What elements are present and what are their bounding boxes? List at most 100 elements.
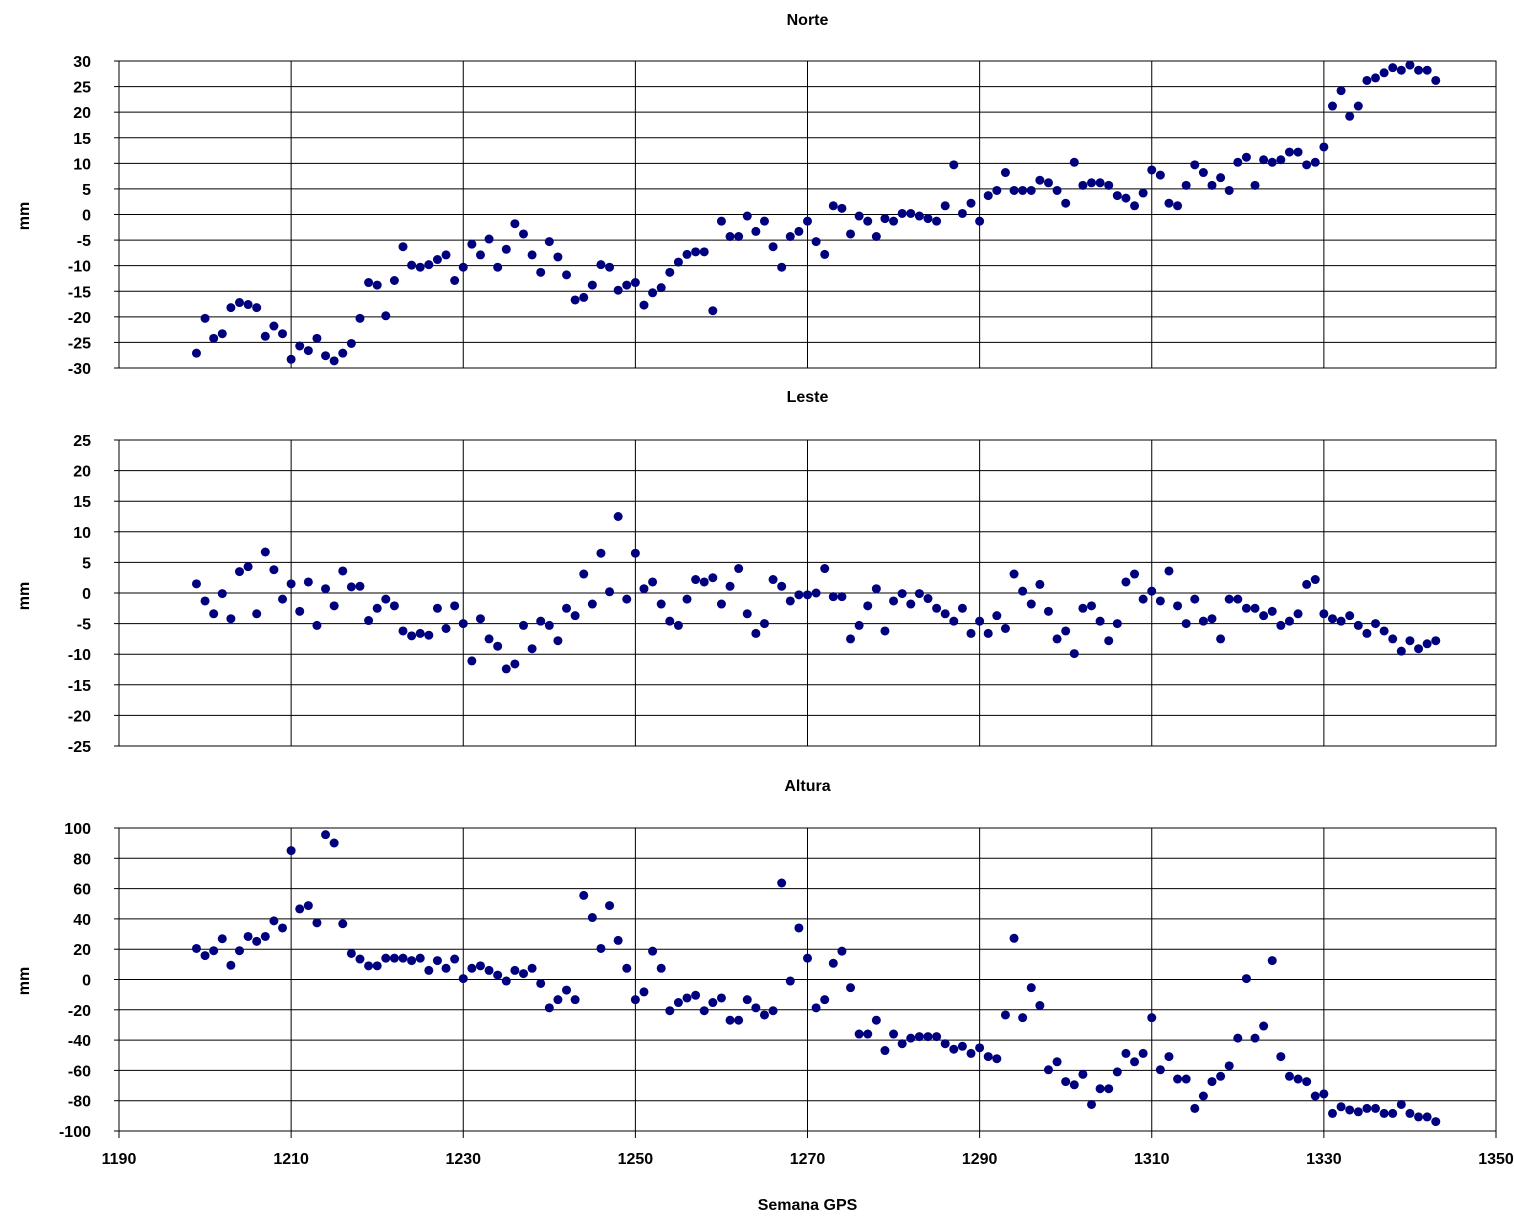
y-tick-label: 60 xyxy=(73,882,91,899)
data-point xyxy=(811,1003,821,1013)
data-point xyxy=(880,626,890,636)
data-point xyxy=(966,1048,976,1058)
data-point xyxy=(1310,157,1320,167)
data-point xyxy=(398,242,408,252)
data-point xyxy=(269,321,279,331)
data-point xyxy=(820,249,830,259)
data-point xyxy=(1414,1112,1424,1122)
y-tick-label: -20 xyxy=(68,1003,91,1020)
data-point xyxy=(475,961,485,971)
data-point xyxy=(639,987,649,997)
data-point xyxy=(605,587,615,597)
data-point xyxy=(682,594,692,604)
panel-title: Norte xyxy=(787,12,829,29)
data-point xyxy=(949,1044,959,1054)
data-point xyxy=(1198,168,1208,178)
data-point xyxy=(424,965,434,975)
data-point xyxy=(209,946,219,956)
data-point xyxy=(1000,1010,1010,1020)
data-point xyxy=(983,191,993,201)
y-tick-label: -20 xyxy=(68,708,91,725)
data-point xyxy=(854,211,864,221)
data-point xyxy=(949,160,959,170)
data-point xyxy=(871,1015,881,1025)
data-point xyxy=(527,644,537,654)
data-point xyxy=(1224,594,1234,604)
y-tick-label: 80 xyxy=(73,851,91,868)
data-point xyxy=(932,603,942,613)
data-point xyxy=(587,280,597,290)
data-point xyxy=(639,584,649,594)
data-point xyxy=(1009,933,1019,943)
data-point xyxy=(1345,111,1355,121)
data-point xyxy=(1259,1021,1269,1031)
data-point xyxy=(1061,198,1071,208)
data-point xyxy=(734,232,744,242)
data-point xyxy=(648,577,658,587)
data-point xyxy=(1284,147,1294,157)
data-point xyxy=(1233,1033,1243,1043)
data-point xyxy=(923,214,933,224)
data-point xyxy=(1353,620,1363,630)
data-point xyxy=(1431,636,1441,646)
data-point xyxy=(381,311,391,321)
data-point xyxy=(854,620,864,630)
data-point xyxy=(562,985,572,995)
data-point xyxy=(1198,616,1208,626)
data-point xyxy=(1147,1013,1157,1023)
data-point xyxy=(863,601,873,611)
data-point xyxy=(906,599,916,609)
data-point xyxy=(914,211,924,221)
data-point xyxy=(975,1043,985,1053)
data-point xyxy=(1233,157,1243,167)
data-point xyxy=(759,619,769,629)
data-point xyxy=(1121,577,1131,587)
data-point xyxy=(691,575,701,585)
data-point xyxy=(278,329,288,339)
data-point xyxy=(914,589,924,599)
data-point xyxy=(777,262,787,272)
data-point xyxy=(1250,603,1260,613)
data-point xyxy=(415,953,425,963)
data-point xyxy=(1224,1061,1234,1071)
data-point xyxy=(1345,611,1355,621)
data-point xyxy=(407,956,417,966)
data-point xyxy=(415,262,425,272)
x-tick-label: 1190 xyxy=(102,1151,137,1168)
data-point xyxy=(673,257,683,267)
data-point xyxy=(260,547,270,557)
data-point xyxy=(321,351,331,361)
data-point xyxy=(622,280,632,290)
data-point xyxy=(1181,180,1191,190)
data-point xyxy=(648,946,658,956)
data-point xyxy=(234,567,244,577)
y-axis-label: mm xyxy=(16,582,33,610)
data-point xyxy=(234,946,244,956)
data-point xyxy=(1216,173,1226,183)
data-point xyxy=(441,623,451,633)
data-point xyxy=(346,948,356,958)
data-point xyxy=(424,630,434,640)
data-point xyxy=(1026,983,1036,993)
data-point xyxy=(1302,1077,1312,1087)
data-point xyxy=(338,566,348,576)
data-point xyxy=(630,548,640,558)
data-point xyxy=(544,237,554,247)
y-tick-label: 40 xyxy=(73,912,91,929)
data-point xyxy=(785,976,795,986)
data-point xyxy=(630,995,640,1005)
data-point xyxy=(269,916,279,926)
data-point xyxy=(1164,198,1174,208)
data-point xyxy=(407,260,417,270)
data-point xyxy=(1405,1108,1415,1118)
data-point xyxy=(1379,68,1389,78)
data-point xyxy=(424,260,434,270)
data-point xyxy=(1190,1103,1200,1113)
data-point xyxy=(1388,1108,1398,1118)
data-point xyxy=(1138,594,1148,604)
data-point xyxy=(329,838,339,848)
data-point xyxy=(1130,201,1140,211)
data-point xyxy=(1293,1074,1303,1084)
data-point xyxy=(665,1006,675,1016)
